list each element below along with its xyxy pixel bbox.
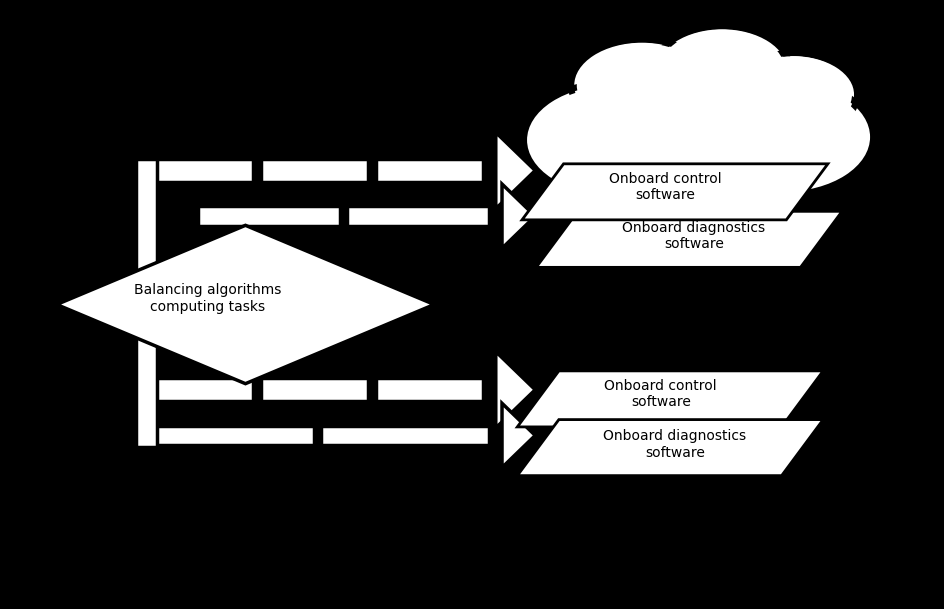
Circle shape: [712, 91, 855, 183]
Text: Onboard diagnostics
software: Onboard diagnostics software: [622, 221, 766, 252]
Polygon shape: [347, 206, 489, 226]
Polygon shape: [376, 378, 482, 401]
Circle shape: [585, 49, 699, 122]
Text: Onboard control
software: Onboard control software: [609, 172, 722, 202]
Text: Balancing algorithms
computing tasks: Balancing algorithms computing tasks: [134, 283, 281, 314]
Polygon shape: [517, 371, 823, 427]
Circle shape: [524, 82, 703, 198]
Polygon shape: [321, 426, 489, 445]
Circle shape: [667, 35, 777, 105]
Circle shape: [577, 43, 707, 127]
Polygon shape: [261, 159, 368, 182]
Text: Onboard diagnostics
software: Onboard diagnostics software: [603, 429, 747, 460]
Polygon shape: [517, 420, 823, 476]
Polygon shape: [146, 159, 253, 182]
Polygon shape: [57, 225, 434, 384]
Polygon shape: [376, 159, 482, 182]
Polygon shape: [496, 351, 535, 428]
Circle shape: [729, 53, 857, 136]
Circle shape: [592, 68, 796, 200]
Circle shape: [733, 56, 852, 133]
Circle shape: [742, 62, 844, 127]
Circle shape: [531, 87, 696, 193]
Circle shape: [571, 40, 713, 131]
Polygon shape: [136, 159, 157, 447]
Circle shape: [701, 84, 866, 190]
Polygon shape: [502, 184, 535, 248]
Circle shape: [577, 58, 811, 209]
Polygon shape: [502, 403, 535, 468]
Circle shape: [660, 30, 784, 110]
Circle shape: [566, 52, 821, 216]
Polygon shape: [146, 426, 313, 445]
Polygon shape: [198, 206, 340, 226]
Polygon shape: [496, 132, 535, 209]
Circle shape: [542, 94, 685, 186]
Text: Onboard control
software: Onboard control software: [604, 379, 717, 409]
Polygon shape: [522, 164, 828, 220]
Polygon shape: [536, 211, 842, 267]
Circle shape: [694, 79, 873, 195]
Polygon shape: [146, 378, 253, 401]
Circle shape: [654, 26, 790, 114]
Polygon shape: [261, 378, 368, 401]
